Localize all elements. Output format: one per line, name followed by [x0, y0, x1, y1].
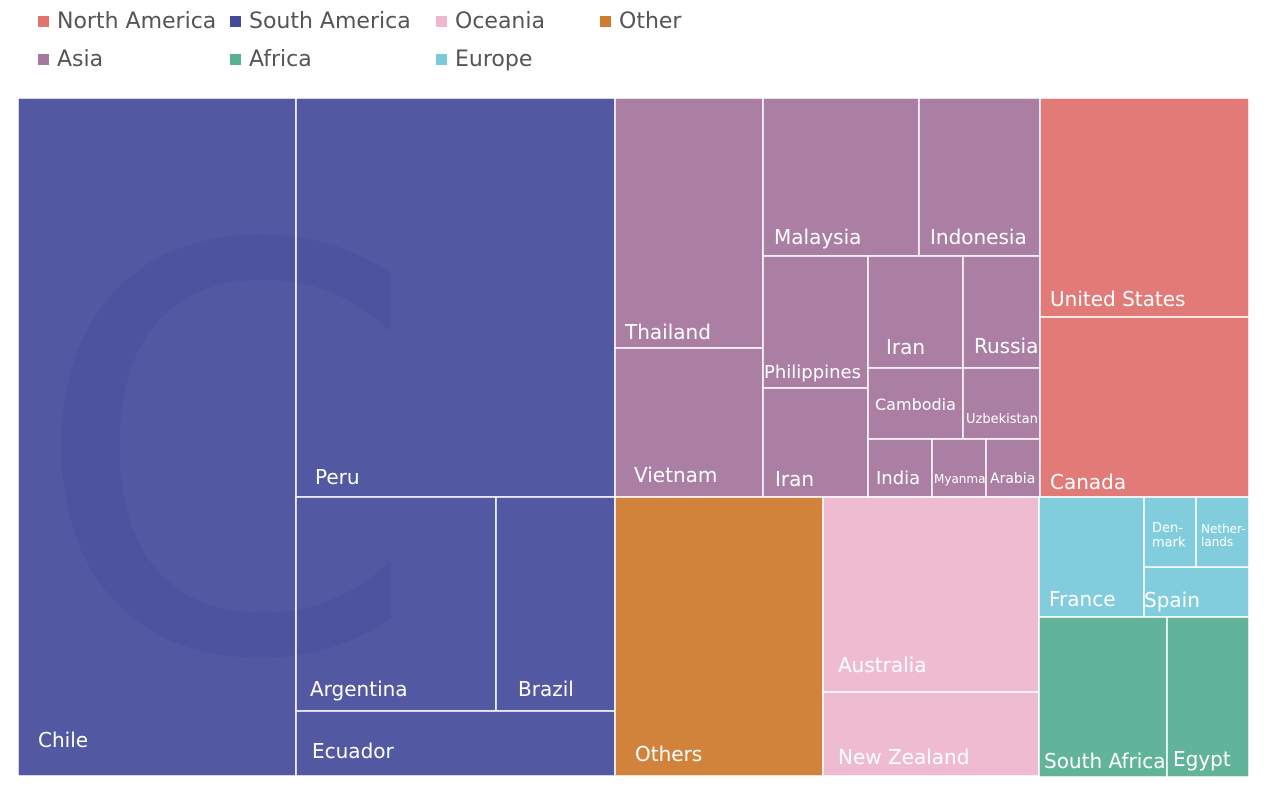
legend: North America South America Oceania Othe…	[0, 0, 760, 80]
tile-label-indonesia-1-3: Indonesia	[930, 225, 1027, 249]
tile-australia-4-0[interactable]	[822, 496, 1040, 693]
tile-vietnam-1-1[interactable]	[614, 347, 764, 498]
legend-swatch-africa	[230, 53, 241, 65]
tile-nether-lands-5-3[interactable]	[1195, 496, 1250, 568]
legend-item-asia[interactable]: Asia	[38, 46, 104, 72]
legend-label-south-america: South America	[249, 8, 411, 34]
tile-label-vietnam-1-1: Vietnam	[634, 463, 717, 487]
tile-label-india-1-10: India	[876, 468, 920, 489]
tile-arabia-1-12[interactable]	[985, 438, 1041, 498]
legend-item-oceania[interactable]: Oceania	[436, 8, 545, 34]
tile-label-united-states-2-0: United States	[1050, 287, 1185, 311]
tile-russia-1-7[interactable]	[962, 255, 1041, 369]
legend-label-other: Other	[619, 8, 682, 34]
tile-malaysia-1-2[interactable]	[762, 97, 920, 257]
tile-india-1-10[interactable]	[867, 438, 933, 498]
legend-item-europe[interactable]: Europe	[436, 46, 533, 72]
tile-myanmar-1-11[interactable]	[931, 438, 987, 498]
tile-label-brazil-0-3: Brazil	[518, 677, 574, 701]
tile-label-malaysia-1-2: Malaysia	[774, 225, 861, 249]
tile-united-states-2-0[interactable]	[1039, 97, 1250, 318]
legend-label-oceania: Oceania	[455, 8, 545, 34]
tile-brazil-0-3[interactable]	[495, 496, 616, 712]
legend-label-europe: Europe	[455, 46, 533, 72]
legend-item-south-america[interactable]: South America	[230, 8, 411, 34]
tile-ecuador-0-4[interactable]	[295, 710, 616, 777]
legend-swatch-oceania	[436, 15, 447, 27]
tile-label-russia-1-7: Russia	[974, 334, 1038, 358]
tile-cambodia-1-8[interactable]	[867, 367, 964, 440]
legend-swatch-other	[600, 15, 611, 27]
tile-uzbekistan-1-9[interactable]	[962, 367, 1041, 440]
tile-label-spain-5-1: Spain	[1144, 588, 1200, 612]
legend-item-north-america[interactable]: North America	[38, 8, 217, 34]
tile-label-myanmar-1-11: Myanmar	[934, 472, 990, 486]
tile-label-south-africa-6-0: South Africa	[1044, 749, 1166, 773]
tile-peru-0-1[interactable]	[295, 97, 616, 498]
tile-canada-2-1[interactable]	[1039, 316, 1250, 498]
tile-egypt-6-1[interactable]	[1166, 616, 1250, 778]
legend-swatch-south-america	[230, 15, 241, 27]
tile-new-zealand-4-1[interactable]	[822, 691, 1040, 777]
tile-south-africa-6-0[interactable]	[1038, 616, 1168, 778]
tile-chile-0-0[interactable]	[17, 97, 297, 777]
tile-label-france-5-0: France	[1049, 587, 1116, 611]
tile-label-iran-1-6: Iran	[775, 467, 814, 491]
tile-philippines-1-4[interactable]	[762, 255, 869, 389]
legend-item-other[interactable]: Other	[600, 8, 682, 34]
tile-den-mark-5-2[interactable]	[1143, 496, 1197, 568]
legend-swatch-asia	[38, 53, 49, 65]
legend-label-africa: Africa	[249, 46, 312, 72]
tile-spain-5-1[interactable]	[1143, 566, 1250, 618]
tile-indonesia-1-3[interactable]	[918, 97, 1041, 257]
legend-swatch-europe	[436, 53, 447, 65]
legend-label-north-america: North America	[57, 8, 217, 34]
tile-label-arabia-1-12: Arabia	[990, 471, 1035, 487]
tile-label-den-mark-5-2: Den-mark	[1152, 521, 1186, 550]
tile-label-argentina-0-2: Argentina	[310, 677, 408, 701]
tile-label-uzbekistan-1-9: Uzbekistan	[966, 412, 1038, 427]
tile-others-3-0[interactable]	[614, 496, 824, 777]
tile-label-cambodia-1-8: Cambodia	[875, 395, 956, 414]
tile-label-australia-4-0: Australia	[838, 653, 926, 677]
tile-label-iran-1-5: Iran	[886, 335, 925, 359]
tile-label-philippines-1-4: Philippines	[764, 362, 861, 383]
tile-label-thailand-1-0: Thailand	[624, 320, 711, 344]
tile-label-peru-0-1: Peru	[315, 465, 360, 489]
tile-label-others-3-0: Others	[635, 742, 702, 766]
tile-iran-1-6[interactable]	[762, 387, 869, 498]
legend-label-asia: Asia	[57, 46, 104, 72]
tile-label-ecuador-0-4: Ecuador	[312, 739, 394, 763]
legend-swatch-north-america	[38, 15, 49, 27]
tile-label-chile-0-0: Chile	[38, 728, 88, 752]
tile-label-nether-lands-5-3: Nether-lands	[1201, 522, 1246, 549]
tile-label-new-zealand-4-1: New Zealand	[838, 745, 969, 769]
legend-item-africa[interactable]: Africa	[230, 46, 312, 72]
tile-thailand-1-0[interactable]	[614, 97, 764, 349]
tile-label-egypt-6-1: Egypt	[1173, 747, 1231, 771]
tile-label-canada-2-1: Canada	[1050, 470, 1126, 494]
